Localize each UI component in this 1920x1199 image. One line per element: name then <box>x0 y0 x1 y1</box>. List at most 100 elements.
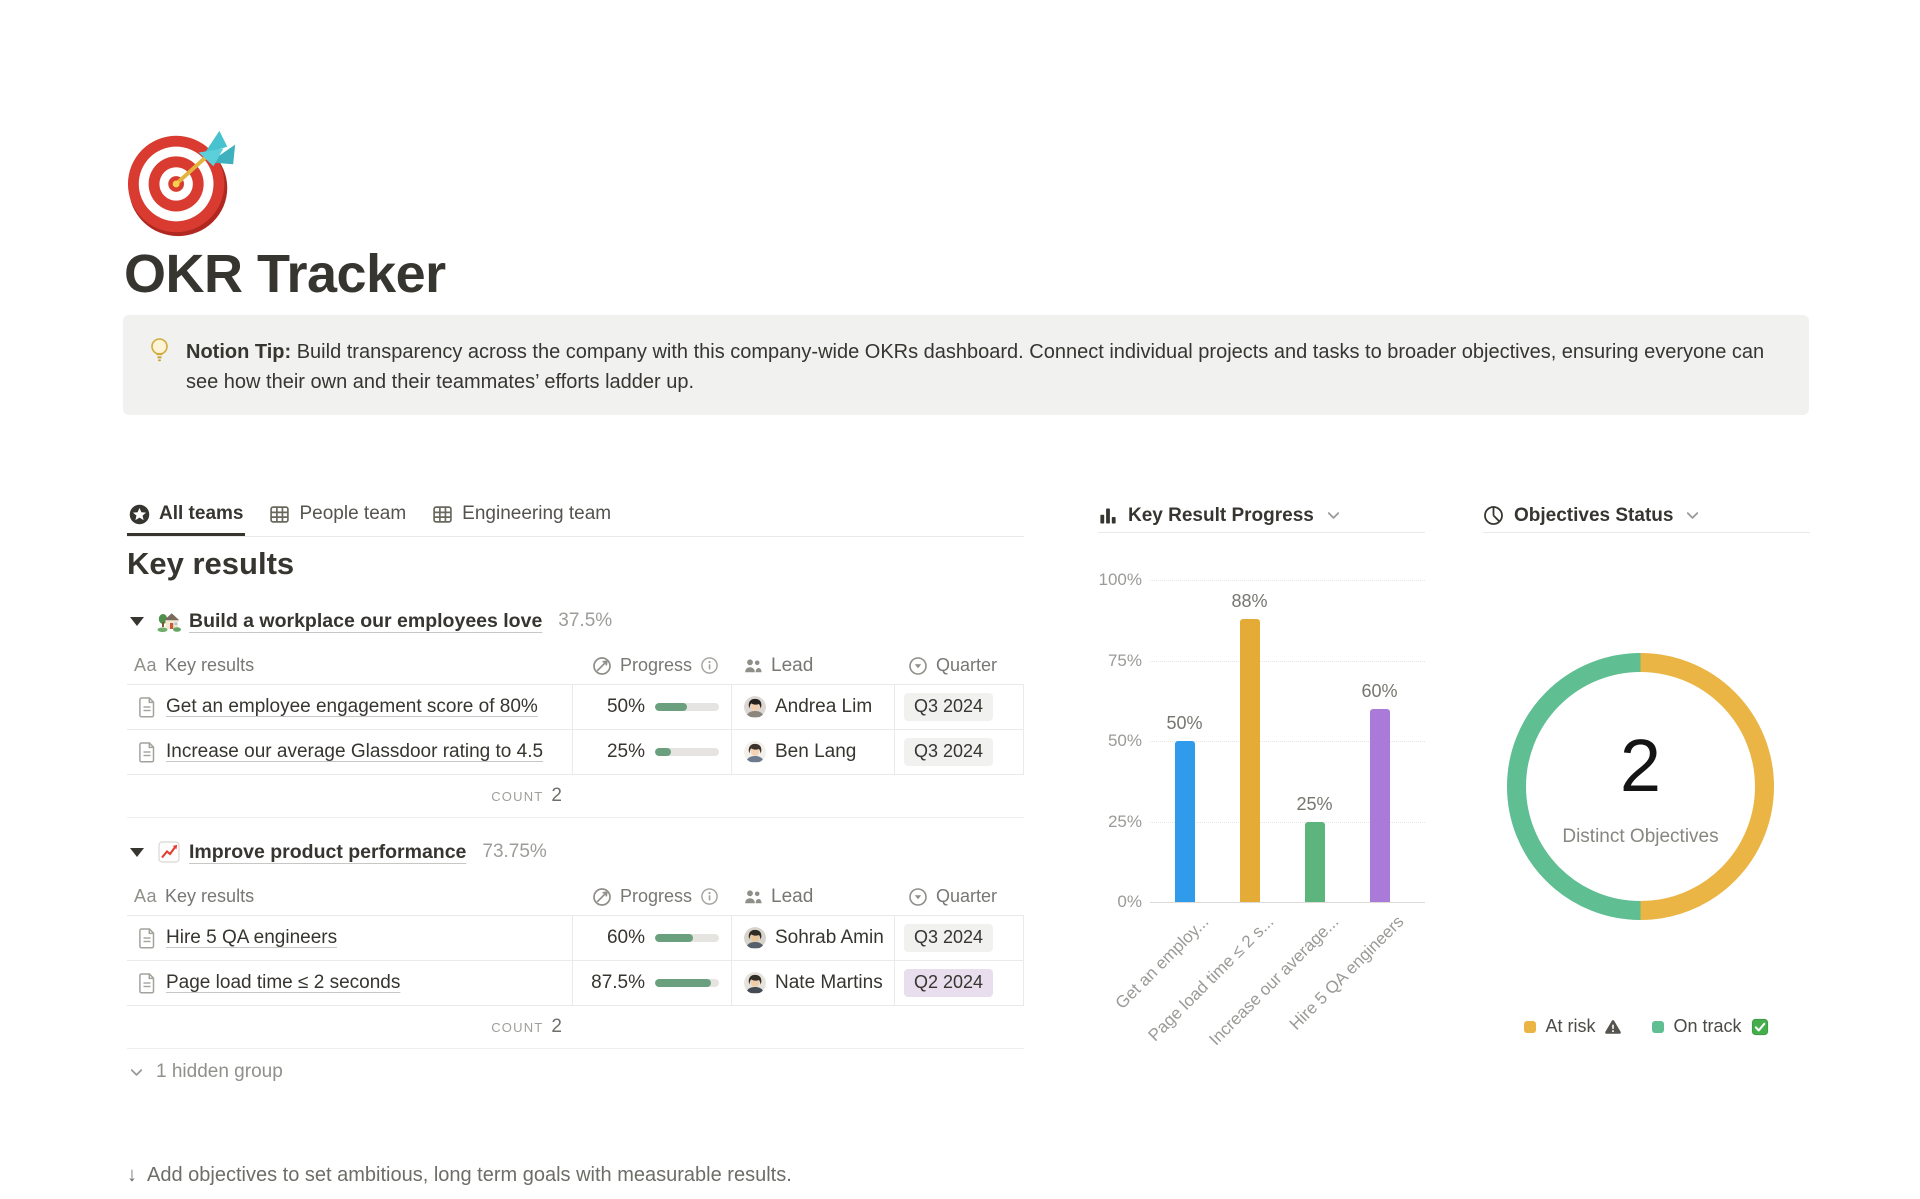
lead-name: Sohrab Amin <box>775 927 884 948</box>
people-icon <box>743 887 763 907</box>
tab-all-teams[interactable]: All teams <box>127 499 245 536</box>
page-title[interactable]: OKR Tracker <box>124 244 446 304</box>
avatar <box>744 927 766 949</box>
key-result-progress-chart: 0% 25% 50% 75% 100% 50% Get an employ... 88% Pag… <box>1098 560 1425 1080</box>
quarter-cell[interactable]: Q3 2024 <box>894 730 1024 774</box>
star-view-icon <box>129 504 150 525</box>
bar-hire-5-qa-engineers[interactable] <box>1369 708 1390 902</box>
count-value: 2 <box>551 785 562 806</box>
group-header: Improve product performance 73.75% <box>127 836 1024 868</box>
group-percent: 37.5% <box>558 610 613 631</box>
group-toggle-icon[interactable] <box>127 616 151 626</box>
quarter-cell[interactable]: Q3 2024 <box>894 916 1024 960</box>
chevron-down-icon <box>127 1063 146 1082</box>
progress-bar-fill <box>655 748 671 756</box>
gridline <box>1150 741 1425 742</box>
key-result-name[interactable]: Hire 5 QA engineers <box>166 927 338 948</box>
lead-cell[interactable]: Sohrab Amin <box>731 916 894 960</box>
dart-target-emoji-icon[interactable] <box>125 123 243 241</box>
table-header-row: Aa Key results Progress Lead Quarter <box>127 647 1024 685</box>
legend-label: At risk <box>1545 1016 1596 1036</box>
bar-chart-icon <box>1098 506 1118 526</box>
column-label: Lead <box>771 885 814 907</box>
progress-cell[interactable]: 87.5% <box>572 961 731 1005</box>
callout-text: Notion Tip: Build transparency across th… <box>186 337 1779 397</box>
count-cell[interactable]: COUNT 2 <box>127 1006 572 1048</box>
count-row: COUNT 2 <box>127 1006 1024 1049</box>
avatar <box>744 741 766 763</box>
column-header-quarter[interactable]: Quarter <box>894 878 1024 915</box>
avatar <box>744 972 766 994</box>
donut-slice-at-risk[interactable] <box>1640 653 1774 920</box>
chevron-down-icon <box>1683 506 1702 525</box>
column-header-key-results[interactable]: Aa Key results <box>127 878 572 915</box>
column-header-lead[interactable]: Lead <box>731 878 894 915</box>
key-result-name[interactable]: Page load time ≤ 2 seconds <box>166 972 401 993</box>
progress-percent: 25% <box>606 741 645 762</box>
quarter-badge: Q2 2024 <box>904 969 994 997</box>
table-header-row: Aa Key results Progress Lead Quarter <box>127 878 1024 916</box>
info-icon <box>700 656 719 675</box>
quarter-cell[interactable]: Q2 2024 <box>894 961 1024 1005</box>
progress-bar <box>655 934 719 942</box>
bar-increase-our-average[interactable] <box>1304 821 1325 902</box>
quarter-cell[interactable]: Q3 2024 <box>894 685 1024 729</box>
table-view-icon <box>432 504 453 525</box>
gridline <box>1150 821 1425 823</box>
bar-page-load-time-2-s[interactable] <box>1239 618 1260 902</box>
tab-label: Engineering team <box>462 503 612 524</box>
lead-cell[interactable]: Andrea Lim <box>731 685 894 729</box>
donut-slice-on-track[interactable] <box>1507 653 1641 920</box>
key-results-group: Build a workplace our employees love 37.5… <box>127 605 1024 818</box>
document-icon <box>137 972 157 994</box>
column-header-progress[interactable]: Progress <box>572 647 731 684</box>
select-circle-icon <box>908 656 928 676</box>
check-mark-emoji-icon <box>1751 1018 1769 1036</box>
hidden-group-toggle[interactable]: 1 hidden group <box>127 1061 283 1083</box>
legend-swatch <box>1652 1020 1665 1033</box>
info-icon <box>700 887 719 906</box>
lead-name: Ben Lang <box>775 741 857 762</box>
table-row: Hire 5 QA engineers 60% Sohrab Amin Q3 202… <box>127 916 1024 961</box>
y-axis-tick: 50% <box>1107 731 1142 750</box>
group-toggle-icon[interactable] <box>127 847 151 857</box>
bar-get-an-employ[interactable] <box>1174 741 1195 902</box>
chart-increasing-emoji-icon <box>157 840 181 864</box>
tab-people-team[interactable]: People team <box>267 499 408 536</box>
lead-cell[interactable]: Nate Martins <box>731 961 894 1005</box>
gridline <box>1150 580 1425 581</box>
count-value: 2 <box>551 1016 562 1037</box>
light-bulb-icon <box>148 337 171 363</box>
callout-bold-label: Notion Tip: <box>186 341 292 363</box>
tab-engineering-team[interactable]: Engineering team <box>430 499 613 536</box>
group-percent: 73.75% <box>482 841 547 862</box>
table-row: Get an employee engagement score of 80% 5… <box>127 685 1024 730</box>
column-header-key-results[interactable]: Aa Key results <box>127 647 572 684</box>
legend-item-at-risk[interactable]: At risk <box>1524 1016 1622 1037</box>
avatar <box>744 696 766 718</box>
column-label: Quarter <box>936 886 998 906</box>
key-results-group: Improve product performance 73.75% Aa Key r… <box>127 836 1024 1049</box>
column-header-lead[interactable]: Lead <box>731 647 894 684</box>
progress-bar-fill <box>655 979 711 987</box>
objectives-status-header[interactable]: Objectives Status <box>1483 499 1810 533</box>
progress-cell[interactable]: 50% <box>572 685 731 729</box>
key-result-name[interactable]: Get an employee engagement score of 80% <box>166 696 538 717</box>
progress-cell[interactable]: 60% <box>572 916 731 960</box>
count-cell[interactable]: COUNT 2 <box>127 775 572 817</box>
column-header-progress[interactable]: Progress <box>572 878 731 915</box>
lead-cell[interactable]: Ben Lang <box>731 730 894 774</box>
progress-cell[interactable]: 25% <box>572 730 731 774</box>
progress-percent: 87.5% <box>591 972 645 993</box>
view-tabs: All teams People team Engineering team <box>127 496 1024 537</box>
legend-item-on-track[interactable]: On track <box>1652 1016 1768 1037</box>
y-axis-tick: 100% <box>1098 570 1142 589</box>
key-result-name[interactable]: Increase our average Glassdoor rating to… <box>166 741 544 762</box>
column-label: Key results <box>165 886 255 906</box>
key-result-progress-header[interactable]: Key Result Progress <box>1098 499 1425 533</box>
bar-value-label: 50% <box>1166 713 1203 733</box>
group-title[interactable]: Improve product performance <box>189 840 467 863</box>
column-header-quarter[interactable]: Quarter <box>894 647 1024 684</box>
group-title[interactable]: Build a workplace our employees love <box>189 609 543 632</box>
